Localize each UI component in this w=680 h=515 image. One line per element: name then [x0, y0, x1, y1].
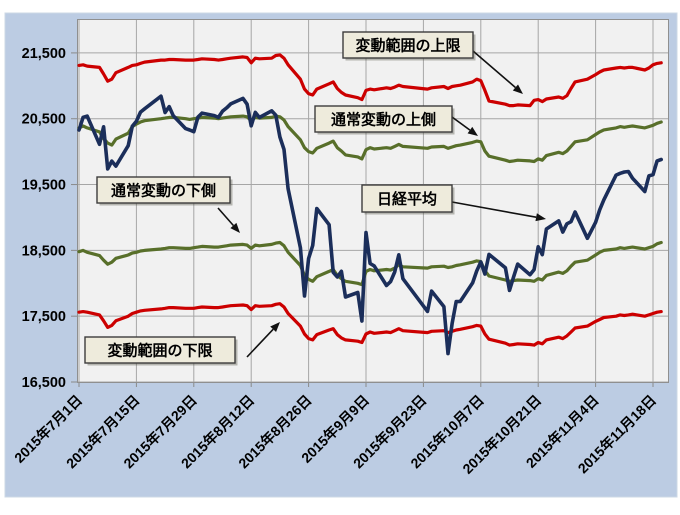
- y-tick-label: 21,500: [22, 46, 66, 62]
- annotation-range-lower-limit: 変動範囲の下限: [84, 322, 280, 366]
- arrow-line: [451, 116, 471, 131]
- annotations: 変動範囲の上限 通常変動の上側 日経平均 通常変動の下側: [84, 31, 546, 366]
- upper-limit-line: [77, 53, 663, 108]
- annotation-label: 変動範囲の下限: [107, 342, 212, 360]
- y-axis-labels: 16,500 17,500 18,500 19,500 20,500 21,500: [22, 46, 66, 391]
- annotation-normal-lower: 通常変動の下側: [96, 176, 240, 233]
- lower-limit-line: [77, 302, 663, 347]
- arrow-head-icon: [230, 222, 240, 233]
- arrow-line: [217, 207, 234, 227]
- annotation-label: 変動範囲の上限: [355, 37, 460, 55]
- arrow-head-icon: [467, 126, 478, 136]
- annotation-box: [314, 105, 453, 133]
- nikkei-line: [77, 94, 663, 356]
- y-tick-label: 18,500: [22, 243, 66, 259]
- annotation-normal-upper: 通常変動の上側: [314, 105, 478, 136]
- arrow-line: [472, 50, 516, 89]
- arrow-line: [246, 328, 274, 358]
- annotation-box: [84, 336, 236, 364]
- arrow-head-icon: [270, 322, 280, 333]
- plot-border: [77, 19, 669, 383]
- annotation-label: 通常変動の上側: [331, 111, 436, 129]
- y-tick-label: 20,500: [22, 112, 66, 128]
- arrow-head-icon: [512, 84, 523, 94]
- annotation-box: [96, 176, 231, 204]
- annotation-label: 通常変動の下側: [111, 182, 216, 200]
- annotation-box: [342, 31, 474, 59]
- arrow-head-icon: [535, 213, 546, 222]
- y-tick-label: 16,500: [22, 375, 66, 391]
- annotation-box: [361, 184, 453, 213]
- y-tick-label: 19,500: [22, 178, 66, 194]
- annotation-label: 日経平均: [377, 190, 437, 208]
- annotation-range-upper-limit: 変動範囲の上限: [342, 31, 523, 94]
- annotation-nikkei-average: 日経平均: [361, 184, 546, 222]
- series-lines: [77, 53, 663, 356]
- y-tick-label: 17,500: [22, 309, 66, 325]
- arrow-line: [451, 201, 537, 219]
